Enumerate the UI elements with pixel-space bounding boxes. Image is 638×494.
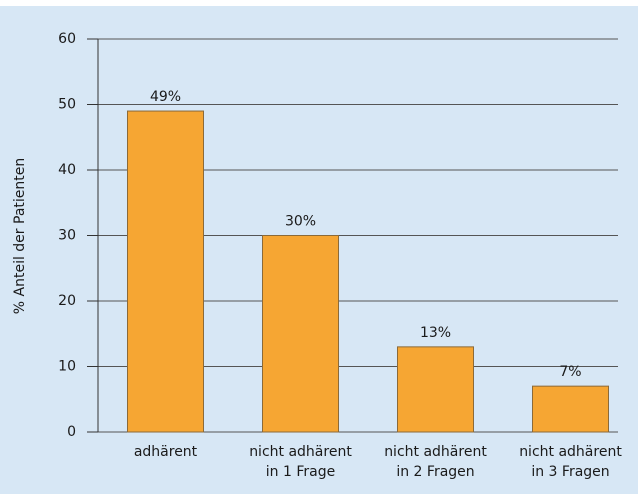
bar bbox=[397, 346, 474, 433]
top-strip bbox=[0, 0, 638, 6]
bar bbox=[532, 385, 609, 433]
y-tick-label: 50 bbox=[58, 97, 76, 113]
x-tick-label: in 3 Fragen bbox=[531, 464, 609, 480]
value-label: 13% bbox=[420, 325, 451, 341]
y-tick-label: 20 bbox=[58, 293, 76, 309]
y-tick-label: 40 bbox=[58, 162, 76, 178]
x-tick-label: in 2 Fragen bbox=[396, 464, 474, 480]
x-tick-label: nicht adhärent bbox=[249, 444, 352, 460]
y-tick-label: 10 bbox=[58, 359, 76, 375]
x-tick-label: nicht adhärent bbox=[384, 444, 487, 460]
x-tick-label: nicht adhärent bbox=[519, 444, 622, 460]
y-axis-label: % Anteil der Patienten bbox=[12, 158, 28, 314]
y-tick-label: 30 bbox=[58, 228, 76, 244]
value-label: 30% bbox=[285, 214, 316, 230]
bar bbox=[262, 235, 339, 433]
bar bbox=[127, 110, 204, 433]
y-tick-label: 60 bbox=[58, 31, 76, 47]
x-tick-label: adhärent bbox=[134, 444, 198, 460]
value-label: 7% bbox=[559, 364, 581, 380]
y-tick-label: 0 bbox=[67, 424, 76, 440]
value-label: 49% bbox=[150, 89, 181, 105]
x-tick-label: in 1 Frage bbox=[266, 464, 335, 480]
